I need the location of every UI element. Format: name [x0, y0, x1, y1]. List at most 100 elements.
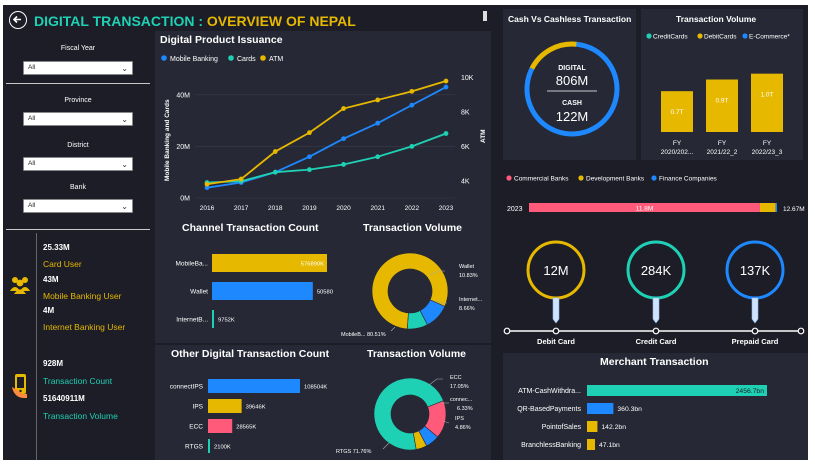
mobile-user-label: Mobile Banking User: [43, 291, 122, 301]
y-right-tick: 4K: [461, 178, 470, 185]
tx-volume-top-chart: CreditCards DebitCards E-Commerce* 0.7T FY 2…: [646, 33, 790, 156]
legend-label: Commercial Banks: [514, 176, 569, 183]
bar: [208, 439, 210, 453]
bar-value-label: 505804K: [317, 290, 333, 296]
card-label: Debit Card: [537, 337, 575, 346]
transaction-count-label: Transaction Count: [43, 376, 113, 386]
card-value: 137K: [740, 263, 771, 278]
wallet-slice-percent: 10.83%: [459, 273, 478, 279]
wallet-slice-label: Wallet: [459, 264, 475, 270]
bar-value-label: 39646K: [246, 405, 266, 411]
scroll-indicator[interactable]: [483, 11, 487, 21]
data-point: [409, 144, 415, 149]
legend-atm-label: ATM: [269, 56, 283, 63]
bar-value-label: 108504K: [304, 385, 327, 391]
x-tick: 2023: [439, 205, 454, 212]
series-line-atm: [206, 80, 447, 186]
x-tick-line1: FY: [763, 140, 772, 147]
channel-count-title: Channel Transaction Count: [182, 222, 319, 234]
series-line-mobile-banking: [206, 86, 447, 189]
legend-label: CreditCards: [653, 34, 688, 41]
kpi-separator: [36, 233, 37, 343]
bar-value-label: 0.7T: [670, 109, 683, 116]
donut-slice-internetbanking: [407, 310, 428, 330]
fiscal-year-dropdown[interactable]: All ⌄: [23, 61, 133, 75]
channel-volume-panel: Transaction Volume Wallet 10.83% Interne…: [333, 219, 491, 343]
phone-payment-icon: [11, 373, 31, 404]
channel-count-panel: Channel Transaction Count MobileBa... 576…: [155, 219, 333, 343]
y-left-tick: 40M: [176, 92, 190, 99]
data-point: [204, 185, 210, 191]
bank-segment: [759, 203, 776, 212]
bar-category-label: ECC: [189, 424, 203, 431]
data-point: [307, 167, 312, 173]
transaction-volume-label: Transaction Volume: [43, 411, 118, 421]
other-volume-panel: Transaction Volume ECC 17.05% connec... …: [333, 345, 491, 460]
title-part-1: DIGITAL TRANSACTION :: [34, 13, 207, 29]
internet-slice-label: Internet...: [459, 297, 483, 303]
legend-cards[interactable]: Cards: [228, 55, 256, 63]
bar-value-label: 1.0T: [760, 92, 773, 99]
bank-dropdown[interactable]: All ⌄: [23, 199, 133, 213]
x-tick: 2019: [302, 205, 317, 212]
legend-atm[interactable]: ATM: [260, 55, 283, 63]
merchant-category-label: QR-BasedPayments: [517, 406, 581, 413]
card-user-label: Card User: [43, 259, 82, 269]
merchant-value-label: 142.2bn: [601, 424, 626, 431]
merchant-bar: [587, 439, 595, 450]
tx-volume-top-title: Transaction Volume: [676, 14, 757, 24]
mobile-user-value: 43M: [43, 275, 59, 284]
filter-divider: [6, 83, 150, 84]
card-user-value: 25.33M: [43, 243, 70, 252]
merchant-category-label: PointofSales: [542, 424, 582, 431]
merchant-bar: [587, 385, 767, 396]
kpi-users: 25.33M Card User 43M Mobile Banking User…: [3, 233, 153, 343]
district-dropdown[interactable]: All ⌄: [23, 157, 133, 171]
district-value: All: [28, 160, 36, 167]
province-dropdown[interactable]: All ⌄: [23, 112, 133, 126]
data-point: [409, 102, 415, 108]
data-point: [341, 106, 346, 111]
timeline-end-dot: [797, 327, 805, 335]
merchant-chart: ATM-CashWithdra... 2456.7bn QR-BasedPaymen…: [517, 385, 767, 450]
x-tick: 2016: [200, 205, 215, 212]
digital-arc: [524, 41, 620, 137]
card-label: Prepaid Card: [732, 337, 779, 346]
other-volume-donut: ECC 17.05% connec... 6.33% IPS 4.86% RTG…: [336, 375, 473, 455]
internet-user-value: 4M: [43, 306, 55, 315]
bank-segment: [529, 203, 760, 212]
cash-cashless-title: Cash Vs Cashless Transaction: [508, 14, 632, 24]
card-value: 12M: [543, 263, 568, 278]
chevron-down-icon: ⌄: [121, 160, 128, 169]
bar-value-label: 2100K: [214, 445, 231, 451]
data-point: [272, 149, 278, 154]
data-point: [375, 120, 381, 126]
other-count-panel: Other Digital Transaction Count connectI…: [155, 345, 333, 460]
filter-label-fiscal-year: Fiscal Year: [60, 45, 96, 52]
x-tick: 2021: [370, 205, 385, 212]
ecc-slice-percent: 17.05%: [450, 384, 469, 390]
bank-year-label: 2023: [507, 206, 523, 213]
bar: [208, 419, 233, 433]
back-button[interactable]: [9, 11, 27, 29]
province-value: All: [28, 115, 36, 122]
data-point: [375, 154, 381, 160]
bank-segment: [775, 203, 777, 212]
legend-mobile-banking[interactable]: Mobile Banking: [161, 55, 218, 63]
volume-bar: [706, 79, 738, 132]
donut-slice-mobilebanking: [371, 252, 449, 330]
ips-slice-label: IPS: [455, 416, 464, 422]
merchant-bar: [587, 403, 614, 414]
x-tick: 2018: [268, 205, 283, 212]
mobile-slice-label: MobileB... 80.51%: [341, 332, 386, 338]
kpi-transactions: 928M Transaction Count 51640911M Transac…: [3, 343, 153, 460]
y-right-tick: 8K: [461, 110, 470, 117]
card-pin-icon: [652, 297, 660, 324]
arrow-left-icon: [12, 15, 21, 24]
other-count-title: Other Digital Transaction Count: [171, 348, 330, 360]
donut-slice-rtgs: [373, 377, 444, 451]
bar-category-label: connectIPS: [170, 384, 204, 391]
cash-label: CASH: [562, 100, 582, 107]
y-axis-right-label: ATM: [480, 129, 487, 143]
timeline-end-dot: [503, 327, 511, 335]
